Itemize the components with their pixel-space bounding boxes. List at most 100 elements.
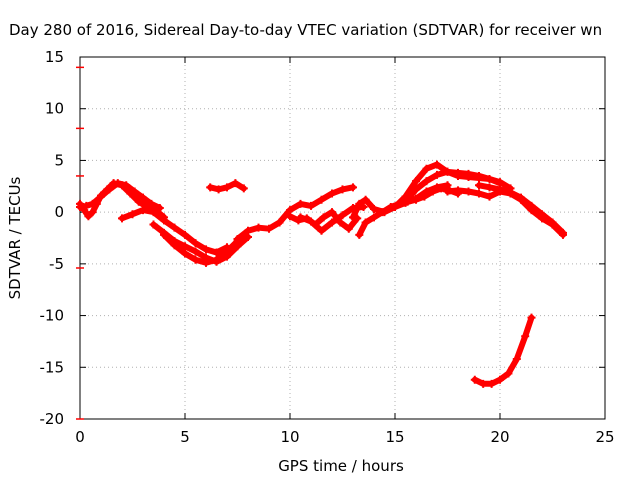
x-tick-label: 20 bbox=[490, 428, 509, 446]
series-line bbox=[444, 187, 566, 238]
data-point bbox=[244, 226, 252, 235]
data-point bbox=[521, 332, 530, 341]
data-point bbox=[97, 191, 105, 200]
data-point bbox=[160, 216, 168, 225]
data-point bbox=[338, 211, 347, 220]
x-tick-label: 15 bbox=[385, 428, 404, 446]
data-point bbox=[254, 223, 263, 232]
data-point bbox=[496, 375, 504, 384]
data-point bbox=[202, 245, 210, 254]
data-point bbox=[328, 208, 336, 217]
data-point bbox=[370, 205, 378, 214]
data-point bbox=[355, 199, 364, 208]
data-point bbox=[512, 355, 521, 364]
data-point bbox=[443, 187, 452, 196]
series-arc9 bbox=[296, 202, 368, 235]
series-arc13 bbox=[401, 167, 504, 206]
series-line bbox=[161, 231, 241, 266]
data-point bbox=[485, 183, 494, 192]
x-axis-label: GPS time / hours bbox=[278, 457, 404, 475]
series-line bbox=[402, 168, 503, 205]
data-point bbox=[361, 218, 370, 227]
data-point bbox=[265, 224, 273, 233]
x-tick-label: 5 bbox=[180, 428, 190, 446]
data-point bbox=[422, 177, 431, 186]
data-point bbox=[349, 183, 357, 192]
data-point bbox=[548, 218, 557, 227]
data-point bbox=[109, 179, 118, 188]
data-point bbox=[149, 208, 158, 217]
data-point bbox=[118, 214, 126, 223]
data-point bbox=[527, 201, 536, 210]
edge-marks bbox=[76, 66, 84, 420]
data-point bbox=[517, 193, 525, 202]
data-point bbox=[296, 199, 305, 208]
data-point bbox=[126, 189, 135, 198]
data-point bbox=[239, 184, 248, 193]
data-point bbox=[202, 258, 210, 267]
x-tick-labels: 0 5 10 15 20 25 bbox=[75, 428, 614, 446]
data-point bbox=[296, 213, 305, 222]
data-point bbox=[420, 192, 429, 201]
data-point bbox=[328, 189, 336, 198]
data-point bbox=[191, 239, 200, 248]
y-tick-label: 10 bbox=[45, 100, 64, 118]
data-point bbox=[191, 247, 200, 256]
data-point bbox=[361, 195, 370, 204]
series-arc2 bbox=[76, 179, 168, 222]
y-tick-label: -20 bbox=[40, 410, 65, 428]
series-arc6 bbox=[206, 179, 248, 194]
data-point bbox=[479, 379, 488, 388]
series-arc16 bbox=[470, 313, 536, 388]
data-point bbox=[212, 248, 221, 257]
data-point bbox=[231, 179, 240, 188]
data-point bbox=[139, 206, 147, 215]
data-point bbox=[428, 187, 437, 196]
data-point bbox=[433, 170, 441, 179]
data-point bbox=[181, 249, 189, 258]
data-point bbox=[412, 195, 420, 204]
data-point bbox=[181, 242, 189, 251]
data-marks bbox=[76, 160, 567, 388]
data-point bbox=[437, 184, 446, 193]
data-point bbox=[475, 171, 483, 180]
data-point bbox=[307, 217, 315, 226]
x-tick-label: 10 bbox=[280, 428, 299, 446]
data-point bbox=[139, 193, 147, 202]
y-tick-label: -10 bbox=[40, 307, 65, 325]
data-point bbox=[504, 369, 513, 378]
series-arc14 bbox=[443, 186, 567, 239]
data-point bbox=[370, 213, 378, 222]
data-point bbox=[506, 188, 515, 197]
x-tick-label: 25 bbox=[595, 428, 614, 446]
plot-frame bbox=[79, 56, 606, 420]
data-point bbox=[443, 167, 452, 176]
axis-ticks bbox=[79, 56, 606, 420]
data-point bbox=[433, 160, 441, 169]
data-point bbox=[349, 213, 357, 222]
data-point bbox=[160, 230, 168, 239]
data-point bbox=[412, 177, 420, 186]
y-tick-label: -15 bbox=[40, 358, 65, 376]
data-point bbox=[496, 185, 504, 194]
grid-lines bbox=[80, 57, 605, 419]
chart-title: Day 280 of 2016, Sidereal Day-to-day VTE… bbox=[9, 21, 602, 39]
data-point bbox=[319, 213, 328, 222]
data-point bbox=[223, 247, 231, 256]
data-point bbox=[422, 164, 431, 173]
data-point bbox=[485, 192, 494, 201]
data-point bbox=[344, 224, 353, 233]
data-point bbox=[223, 183, 231, 192]
data-point bbox=[286, 212, 294, 221]
data-point bbox=[487, 379, 496, 388]
data-point bbox=[559, 228, 567, 237]
data-point bbox=[118, 181, 126, 190]
y-axis-label: SDTVAR / TECUs bbox=[6, 176, 24, 299]
data-point bbox=[317, 226, 326, 235]
data-point bbox=[470, 375, 479, 384]
data-point bbox=[527, 313, 536, 322]
data-point bbox=[391, 202, 399, 211]
y-tick-label: 0 bbox=[54, 203, 64, 221]
data-point bbox=[191, 255, 200, 264]
data-point bbox=[475, 189, 483, 198]
